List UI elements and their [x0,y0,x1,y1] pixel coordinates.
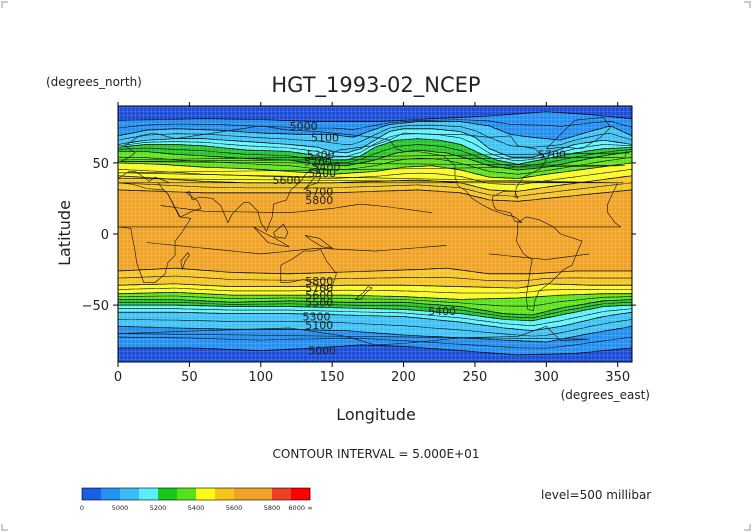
y-units-label: (degrees_north) [46,75,142,89]
coastline [546,117,611,150]
coastline [389,132,547,223]
legend-tick-label: 5000 [112,504,129,512]
x-tick-label: 350 [605,370,630,385]
contour-label: 5500 [305,296,333,309]
x-tick-label: 150 [320,370,345,385]
contour-label: 5400 [428,305,456,318]
chart-title: HGT_1993-02_NCEP [271,73,480,98]
coastline [118,182,622,283]
x-tick-label: 250 [463,370,488,385]
contour-label: 5800 [305,194,333,207]
legend-tick-label: ∞ [307,504,312,512]
y-tick-label: −50 [82,299,109,314]
contour-label: 5300 [303,311,331,324]
legend-tick-label: 5600 [226,504,243,512]
legend-swatch [253,488,273,500]
coastline [303,169,322,191]
contour-label: 5000 [308,345,336,358]
legend-swatch [291,488,311,500]
legend-swatch [139,488,159,500]
legend-swatch [158,488,178,500]
plot-area: 5000510052005300540055005600570058005700… [118,106,632,362]
legend-swatch [215,488,235,500]
coastline [304,235,334,249]
contour-label: 5100 [311,131,339,144]
y-tick-label: 0 [101,228,109,243]
coastline [180,251,190,270]
contour-label: 5700 [305,185,333,198]
legend-frame [81,487,311,501]
contour-label: 5500 [308,167,336,180]
x-units-label: (degrees_east) [561,388,650,402]
legend-tick-label: 5800 [264,504,281,512]
y-ticks: 50 0 −50 [82,157,636,314]
x-tick-label: 50 [181,370,198,385]
coastline [253,226,290,248]
contour-label: 5000 [290,120,318,133]
contour-label: 5300 [307,148,335,161]
y-axis-label: Latitude [55,200,74,266]
legend-tick-label: 5400 [188,504,205,512]
x-tick-label: 200 [391,370,416,385]
color-legend: 0 5000 5200 5400 5600 5800 6000 ∞ [80,487,313,512]
x-tick-label: 300 [534,370,559,385]
legend-swatch [272,488,292,500]
coastline [118,326,590,346]
contour-label: 5400 [313,161,341,174]
grid-overlay [118,106,632,362]
coastline [273,223,289,239]
legend-tick-label: 5200 [150,504,167,512]
coastline [280,249,337,290]
contour-label: 5600 [273,174,301,187]
contour-labels: 5000510052005300540055005600570058005700… [273,120,567,358]
legend-swatch [196,488,216,500]
contour-label: 5700 [305,282,333,295]
legend-swatch [177,488,197,500]
contour-label: 5800 [305,275,333,288]
legend-swatch [101,488,121,500]
contour-label: 5200 [304,156,332,169]
legend-swatch [82,488,102,500]
contour-interval-note: CONTOUR INTERVAL = 5.000E+01 [273,447,480,461]
coastlines [118,117,630,346]
x-ticks: 0 50 100 150 200 250 300 350 [114,102,630,385]
x-tick-label: 0 [114,370,122,385]
coastline [354,286,373,300]
x-tick-label: 100 [248,370,273,385]
level-note: level=500 millibar [541,488,651,502]
legend-swatch [234,488,254,500]
y-tick-label: 50 [92,157,109,172]
contour-label: 5600 [305,289,333,302]
coastline [118,151,630,162]
contour-label: 5100 [305,319,333,332]
legend-tick-label: 0 [80,504,84,512]
x-axis-label: Longitude [336,405,416,424]
contour-label: 5700 [538,148,566,161]
coastline [516,216,583,312]
legend-tick-label: 6000 [288,504,305,512]
legend-swatch [120,488,140,500]
